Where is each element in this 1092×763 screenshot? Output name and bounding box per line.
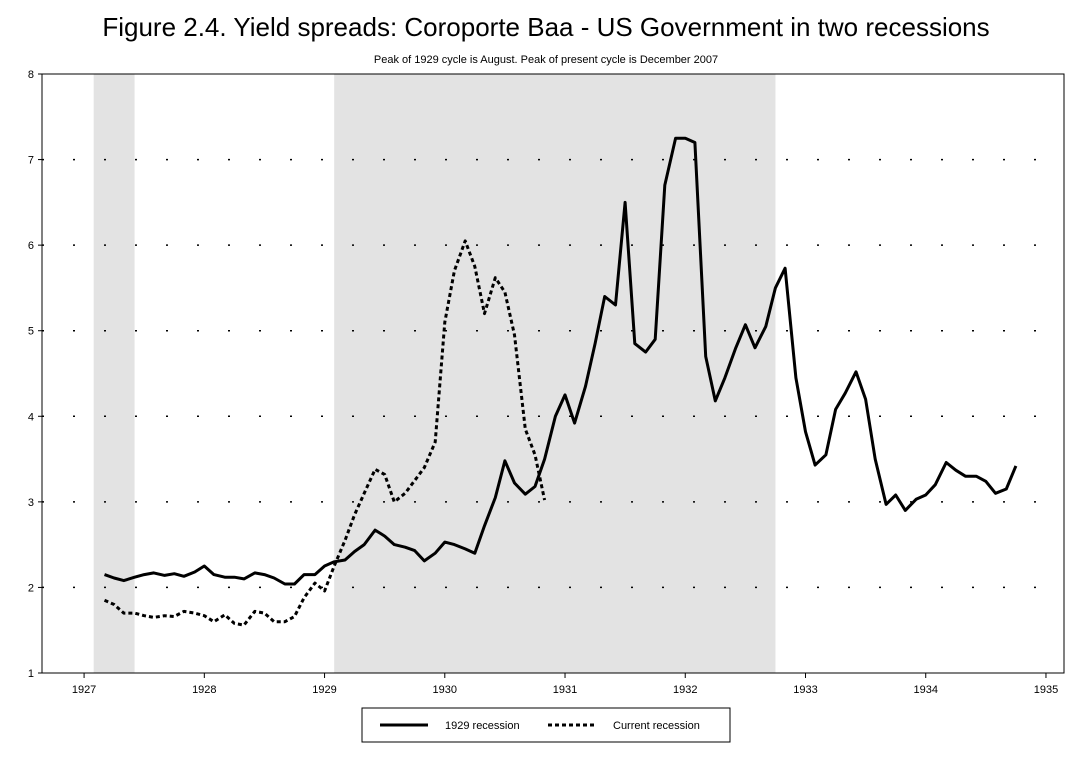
series-line-1929-recession: [103, 136, 1018, 586]
x-tick-label: 1933: [793, 684, 817, 696]
y-tick-label: 2: [28, 582, 34, 594]
y-tick-label: 5: [28, 326, 34, 338]
x-tick-label: 1932: [673, 684, 697, 696]
series-line-current-recession: [103, 239, 547, 627]
y-tick-label: 4: [28, 411, 34, 423]
recession-band-2: [334, 74, 776, 673]
y-tick-label: 1: [28, 668, 34, 680]
x-tick-label: 1928: [192, 684, 216, 696]
legend-label-1929-recession: 1929 recession: [445, 720, 520, 732]
y-tick-label: 6: [28, 240, 34, 252]
x-tick-label: 1929: [312, 684, 336, 696]
y-tick-label: 8: [28, 69, 34, 81]
x-tick-label: 1931: [553, 684, 577, 696]
legend: 1929 recession Current recession: [361, 707, 731, 743]
chart-title: Figure 2.4. Yield spreads: Coroporte Baa…: [102, 12, 990, 42]
axes: 1 2 3 4 5 6 7 8 1927 1928 1929 1930 1931 1932 1933 1934…: [28, 69, 1058, 696]
chart-subtitle: Peak of 1929 cycle is August. Peak of pr…: [373, 54, 719, 66]
y-tick-label: 7: [28, 155, 34, 167]
y-tick-label: 3: [28, 497, 34, 509]
series-layer: [103, 136, 1018, 627]
plot-frame: [41, 73, 1065, 674]
legend-label-current-recession: Current recession: [613, 720, 700, 732]
x-tick-label: 1935: [1034, 684, 1058, 696]
x-tick-label: 1930: [433, 684, 457, 696]
recession-shading-layer: [93, 74, 776, 673]
x-tick-label: 1934: [913, 684, 937, 696]
recession-band-1: [93, 74, 135, 673]
x-tick-label: 1927: [72, 684, 96, 696]
